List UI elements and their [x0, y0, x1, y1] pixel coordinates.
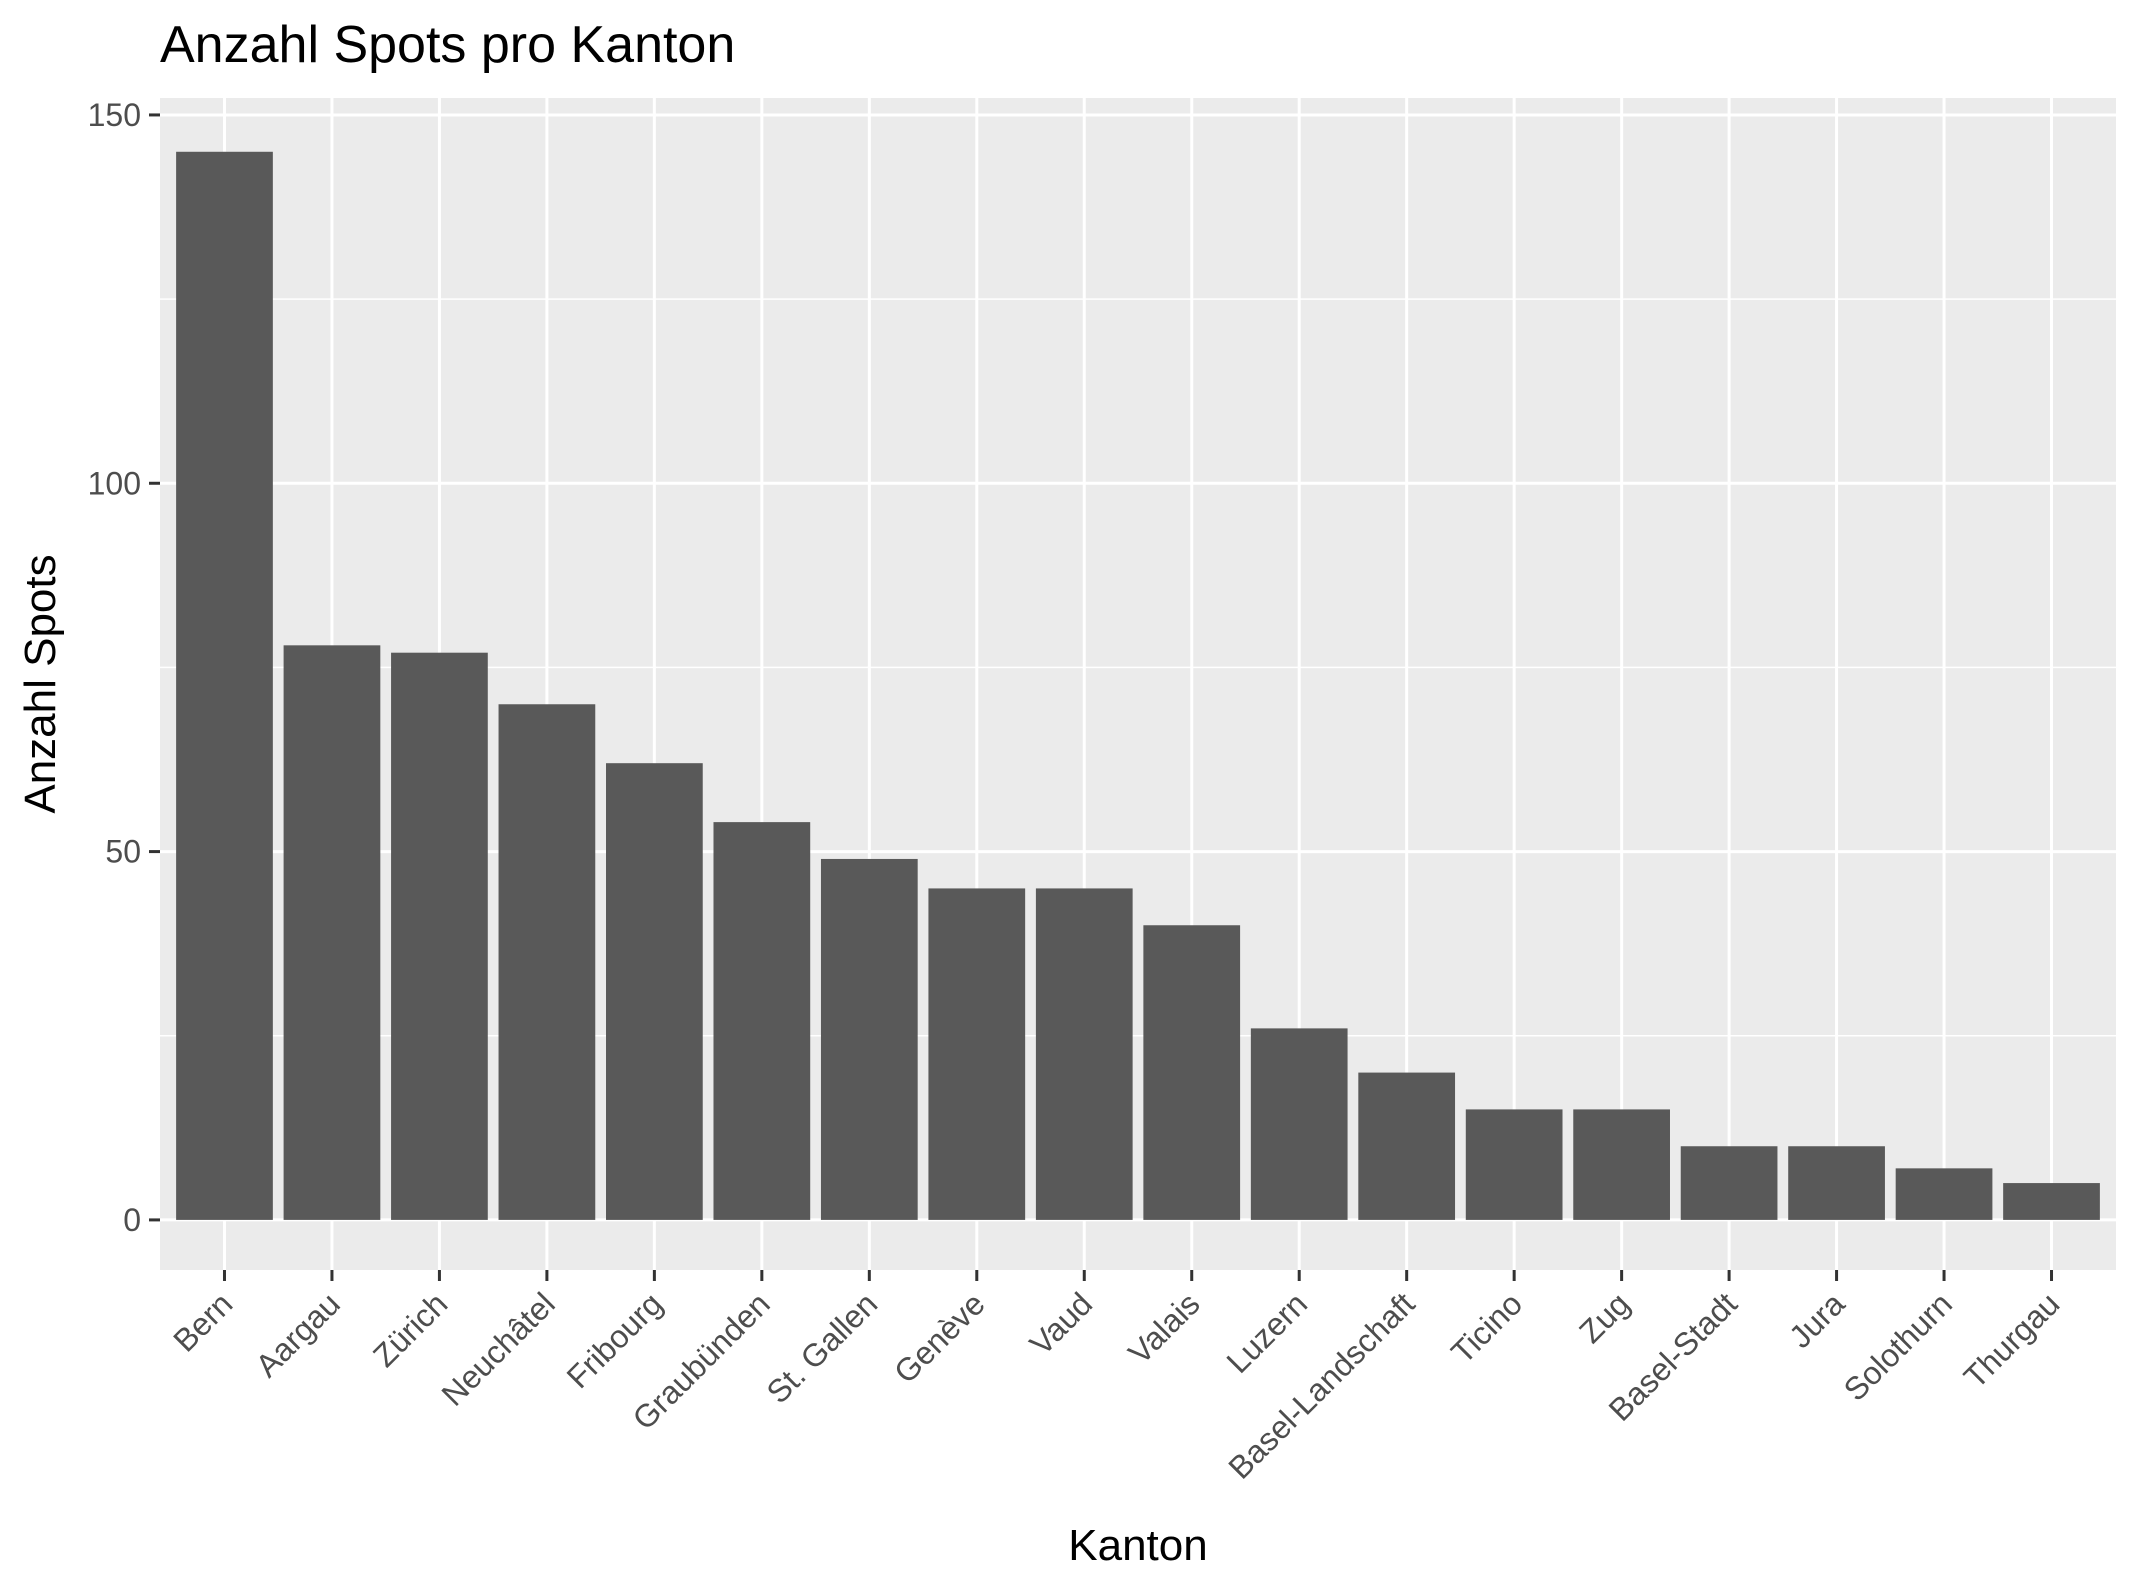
x-tick-label: Genève [887, 1285, 992, 1390]
x-tick-label: St. Gallen [759, 1285, 884, 1410]
y-axis-title: Anzahl Spots [16, 554, 65, 813]
bar-Zürich [391, 652, 488, 1220]
x-axis-title: Kanton [1068, 1521, 1207, 1570]
bar-Genève [928, 888, 1026, 1220]
bar-Graubünden [713, 822, 811, 1220]
x-tick-label: Fribourg [560, 1285, 670, 1395]
bar-Solothurn [1895, 1168, 1993, 1220]
x-tick-label: Ticino [1444, 1285, 1529, 1370]
bar-Zug [1573, 1109, 1670, 1220]
bars [176, 151, 2100, 1220]
y-tick-label: 0 [123, 1202, 141, 1238]
bar-Vaud [1035, 888, 1133, 1220]
y-tick-label: 100 [88, 465, 141, 501]
x-tick-label: Basel-Landschaft [1221, 1285, 1421, 1485]
bar-St. Gallen [820, 858, 918, 1220]
x-tick-label: Bern [166, 1285, 239, 1358]
x-tick-label: Neuchâtel [435, 1285, 562, 1412]
bar-Luzern [1250, 1028, 1348, 1220]
x-axis: Bern Aargau ZürichNeuchâtelFribourgGraubün… [166, 1270, 2066, 1486]
bar-Basel-Landschaft [1358, 1072, 1456, 1220]
x-tick-label: Vaud [1023, 1285, 1100, 1362]
x-tick-label: Luzern [1220, 1285, 1315, 1380]
x-tick-label: Zürich [366, 1285, 454, 1373]
bar-Ticino [1465, 1109, 1563, 1220]
bar-Jura [1788, 1146, 1885, 1220]
x-tick-label: Thurgau [1957, 1285, 2067, 1395]
x-tick-label: Valais [1121, 1285, 1206, 1370]
x-tick-label: Aargau [248, 1285, 346, 1383]
chart-title: Anzahl Spots pro Kanton [160, 16, 735, 74]
bar-Valais [1143, 925, 1241, 1220]
x-tick-label: Zug [1572, 1285, 1636, 1349]
bar-Aargau [283, 645, 381, 1220]
y-axis: 0 50 100 150 [88, 97, 160, 1238]
bar-Fribourg [606, 763, 703, 1220]
y-tick-label: 150 [88, 97, 141, 133]
bar-Bern [176, 151, 273, 1220]
x-tick-label: Solothurn [1837, 1285, 1959, 1407]
bar-Thurgau [2003, 1183, 2100, 1220]
bar-Basel-Stadt [1680, 1146, 1778, 1220]
x-tick-label: Jura [1782, 1285, 1852, 1355]
y-tick-label: 50 [105, 834, 141, 870]
bar-Neuchâtel [498, 704, 596, 1220]
